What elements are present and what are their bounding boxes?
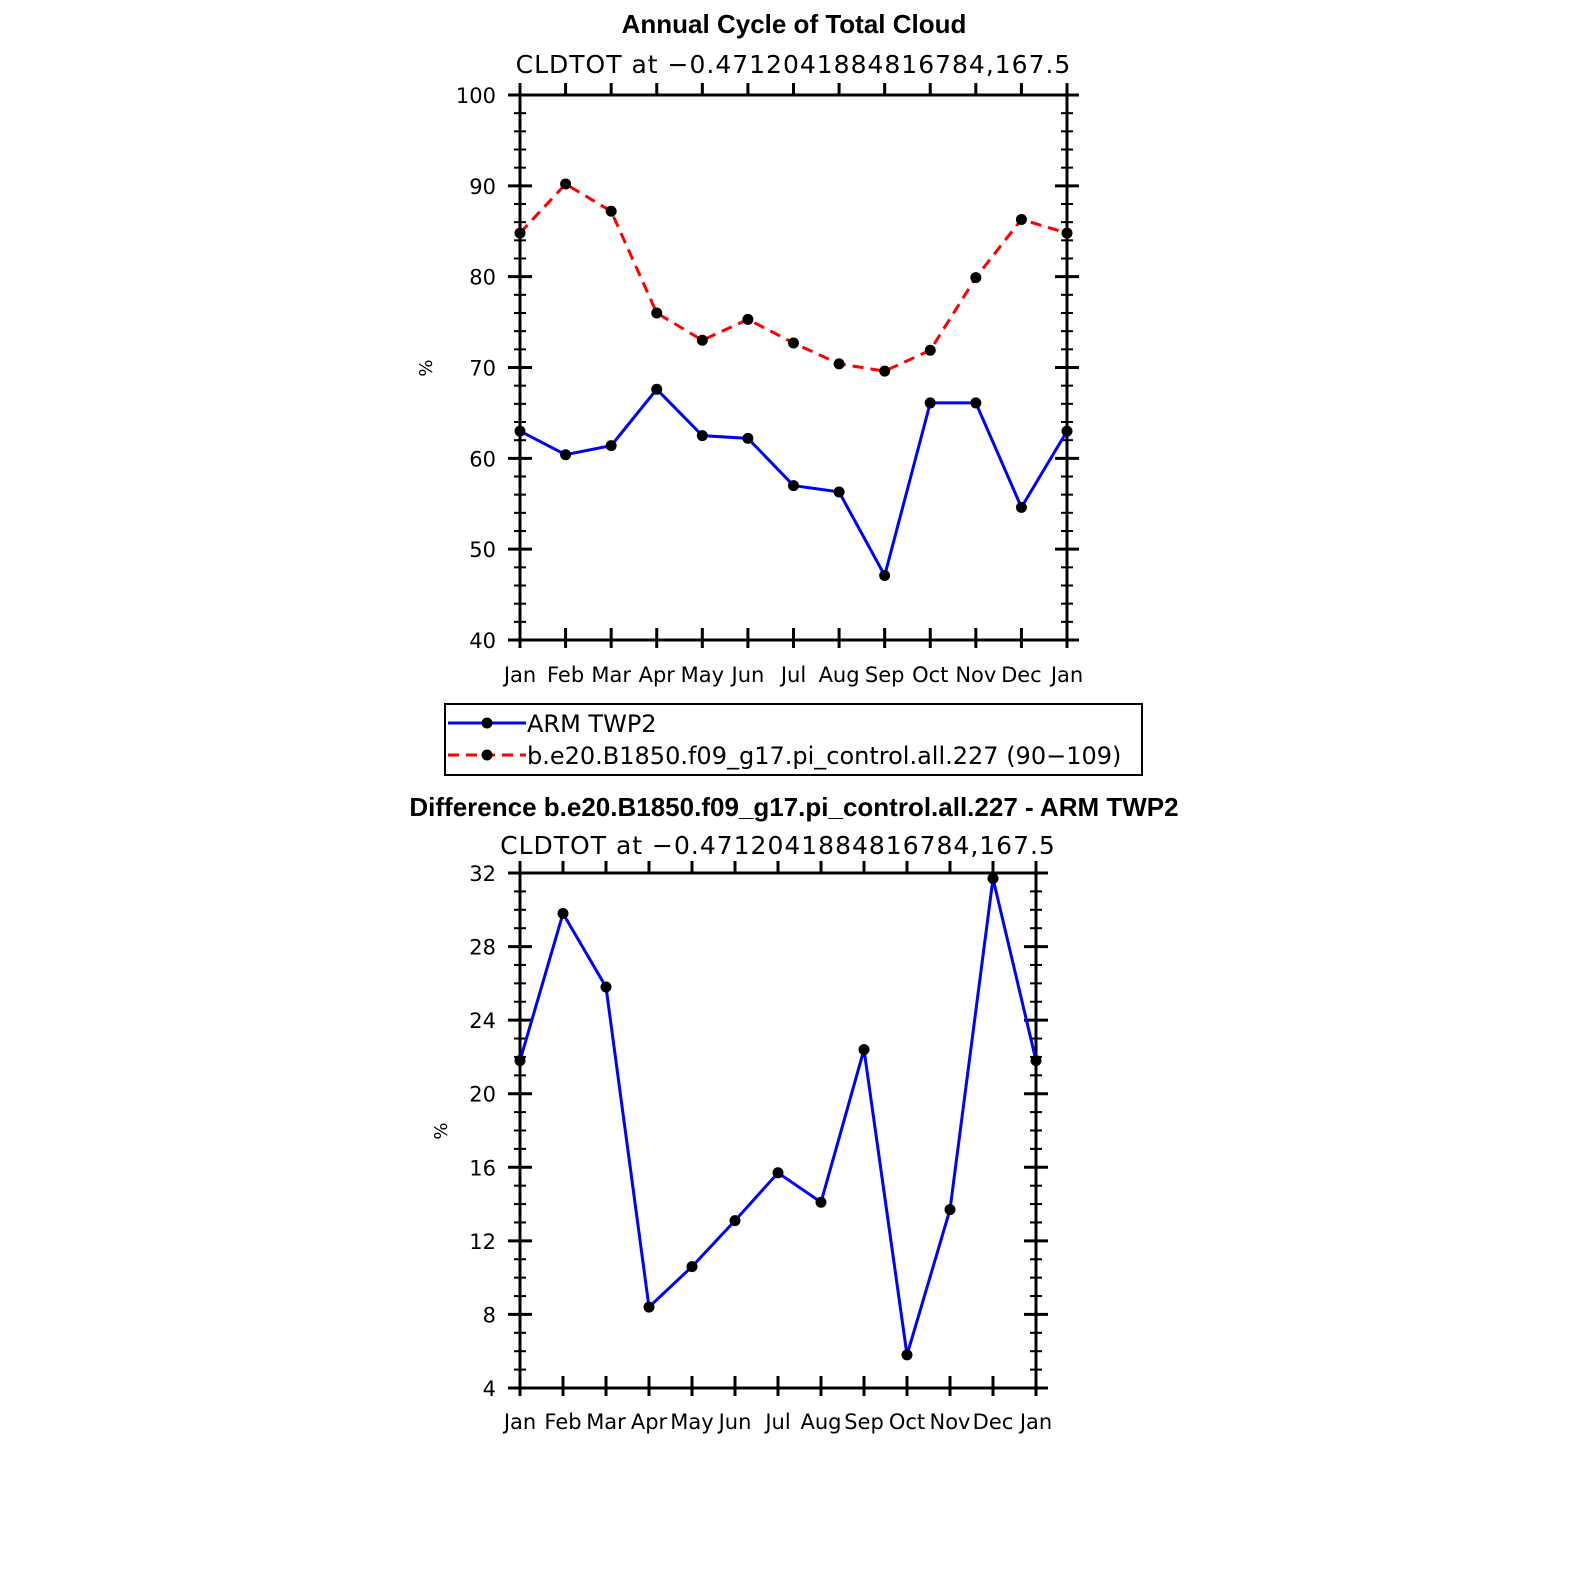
chart-subtitle: CLDTOT at −0.4712041884816784,167.5 bbox=[500, 831, 1056, 860]
x-tick-label: Jan bbox=[1049, 663, 1083, 687]
data-point bbox=[605, 440, 617, 452]
chart-subtitle: CLDTOT at −0.4712041884816784,167.5 bbox=[516, 50, 1072, 79]
data-point bbox=[643, 1301, 655, 1313]
data-point bbox=[560, 178, 572, 190]
y-tick-label: 90 bbox=[469, 175, 496, 199]
y-tick-label: 20 bbox=[469, 1083, 496, 1107]
chart-1: Annual Cycle of Total Cloud CLDTOT at −0.… bbox=[416, 9, 1143, 776]
data-point bbox=[879, 570, 891, 582]
data-point bbox=[514, 227, 526, 239]
x-tick-label: Sep bbox=[844, 1410, 884, 1434]
data-point bbox=[696, 334, 708, 346]
x-tick-label: May bbox=[670, 1410, 713, 1434]
x-tick-label: Jun bbox=[717, 1410, 752, 1434]
y-tick-label: 50 bbox=[469, 538, 496, 562]
y-tick-label: 4 bbox=[483, 1377, 496, 1401]
x-tick-label: Dec bbox=[1001, 663, 1042, 687]
data-point bbox=[987, 873, 999, 885]
legend-label: b.e20.B1850.f09_g17.pi_control.all.227 (… bbox=[527, 742, 1121, 770]
y-tick-label: 70 bbox=[469, 357, 496, 381]
x-tick-label: Jan bbox=[502, 1410, 536, 1434]
x-tick-label: Nov bbox=[930, 1410, 971, 1434]
data-point bbox=[1015, 501, 1027, 513]
data-point bbox=[1061, 227, 1073, 239]
y-tick-label: 80 bbox=[469, 266, 496, 290]
chart-title: Annual Cycle of Total Cloud bbox=[622, 9, 967, 39]
data-point bbox=[970, 272, 982, 284]
x-tick-label: Feb bbox=[544, 1410, 581, 1434]
y-tick-label: 8 bbox=[483, 1303, 496, 1327]
data-point bbox=[788, 480, 799, 492]
data-point bbox=[1030, 1055, 1042, 1067]
data-point bbox=[729, 1215, 741, 1227]
data-point bbox=[788, 337, 799, 349]
data-point bbox=[833, 358, 845, 370]
data-point bbox=[605, 205, 617, 217]
y-tick-label: 32 bbox=[469, 862, 496, 886]
x-tick-label: Aug bbox=[800, 1410, 841, 1434]
data-point bbox=[815, 1196, 827, 1208]
data-point bbox=[514, 425, 526, 437]
data-point bbox=[651, 307, 663, 319]
x-tick-label: Dec bbox=[973, 1410, 1014, 1434]
data-point bbox=[1015, 213, 1027, 225]
y-tick-label: 24 bbox=[469, 1009, 496, 1033]
x-tick-label: Apr bbox=[639, 663, 676, 687]
x-tick-label: Jan bbox=[1018, 1410, 1052, 1434]
y-tick-label: 40 bbox=[469, 629, 496, 653]
y-tick-label: 60 bbox=[469, 447, 496, 471]
data-point bbox=[514, 1055, 526, 1067]
y-tick-label: 100 bbox=[456, 84, 496, 108]
x-tick-label: Jun bbox=[730, 663, 765, 687]
data-point bbox=[858, 1044, 870, 1056]
legend-label: ARM TWP2 bbox=[527, 710, 657, 738]
y-tick-label: 28 bbox=[469, 936, 496, 960]
legend-box bbox=[444, 703, 1143, 776]
x-tick-label: Aug bbox=[819, 663, 860, 687]
data-point bbox=[944, 1204, 956, 1216]
x-tick-label: Mar bbox=[591, 663, 631, 687]
plot-frame bbox=[518, 93, 1069, 642]
series-line bbox=[518, 878, 1038, 1356]
data-point bbox=[833, 486, 845, 498]
y-axis-label: % bbox=[431, 1122, 452, 1139]
data-point bbox=[772, 1167, 784, 1179]
data-point bbox=[970, 397, 982, 409]
data-point bbox=[879, 365, 891, 377]
legend-swatch-marker bbox=[481, 717, 493, 729]
data-point bbox=[696, 430, 708, 442]
chart-title: Difference b.e20.B1850.f09_g17.pi_contro… bbox=[409, 792, 1178, 822]
x-tick-label: Oct bbox=[889, 1410, 925, 1434]
x-tick-label: Jan bbox=[502, 663, 536, 687]
x-tick-label: Jul bbox=[779, 663, 806, 687]
data-point bbox=[1061, 425, 1073, 437]
x-tick-label: Jul bbox=[763, 1410, 790, 1434]
legend: ARM TWP2 b.e20.B1850.f09_g17.pi_control.a… bbox=[444, 703, 1143, 776]
x-tick-label: Apr bbox=[631, 1410, 668, 1434]
x-tick-label: Sep bbox=[865, 663, 905, 687]
data-point bbox=[600, 981, 612, 993]
data-point bbox=[901, 1349, 913, 1361]
data-point bbox=[742, 432, 754, 444]
x-tick-label: Mar bbox=[586, 1410, 626, 1434]
y-axis-label: % bbox=[416, 359, 437, 376]
plot-frame bbox=[518, 871, 1038, 1390]
x-tick-label: Oct bbox=[912, 663, 948, 687]
legend-swatch-marker bbox=[481, 749, 493, 761]
data-point bbox=[557, 907, 569, 919]
y-tick-label: 12 bbox=[469, 1230, 496, 1254]
data-point bbox=[742, 313, 754, 325]
chart-2: Difference b.e20.B1850.f09_g17.pi_contro… bbox=[409, 792, 1178, 1434]
x-tick-label: Nov bbox=[955, 663, 996, 687]
x-tick-label: May bbox=[681, 663, 724, 687]
data-point bbox=[651, 383, 663, 395]
y-tick-label: 16 bbox=[469, 1156, 496, 1180]
x-tick-label: Feb bbox=[547, 663, 584, 687]
data-point bbox=[924, 397, 936, 409]
data-point bbox=[686, 1261, 698, 1273]
data-point bbox=[560, 449, 572, 461]
data-point bbox=[924, 344, 936, 356]
